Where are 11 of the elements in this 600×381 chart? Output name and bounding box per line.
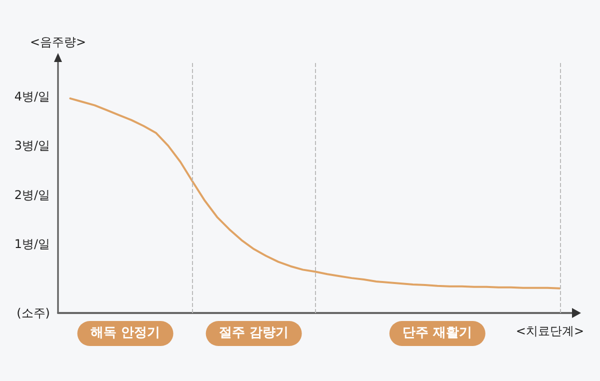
text: 절주 감량기 [219,326,289,340]
text: 단주 재활기 [402,326,472,340]
y-tick-label: 3병/일 [14,138,50,153]
line-series [69,97,561,290]
y-tick-label: 1병/일 [14,237,50,252]
x-axis-title: <치료단계> [516,324,584,338]
y-tick-label: (소주) [16,306,50,320]
y-tick-label: 4병/일 [14,89,50,104]
y-tick-label: 2병/일 [14,188,50,202]
y-axis-title: <음주량> [30,35,86,49]
text: 해독 안정기 [90,326,160,340]
